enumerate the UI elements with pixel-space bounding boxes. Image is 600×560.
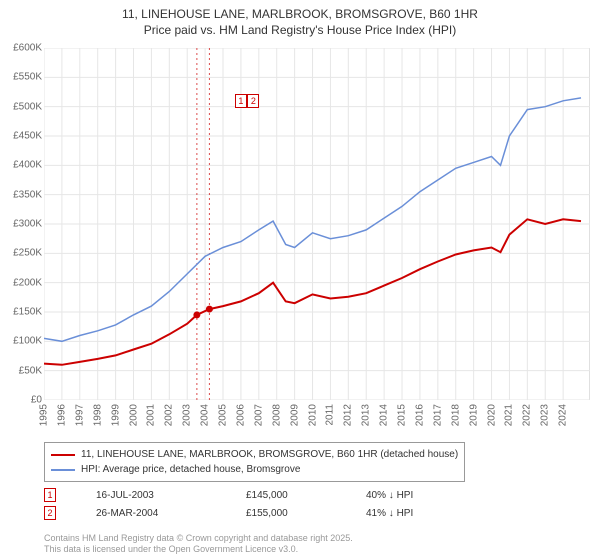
sale-diff: 40% ↓ HPI (366, 490, 466, 501)
legend-swatch (51, 469, 75, 471)
x-tick-label: 2012 (343, 404, 354, 426)
x-tick-label: 1996 (56, 404, 67, 426)
x-tick-label: 2011 (325, 404, 336, 426)
y-tick-label: £250K (13, 248, 42, 259)
x-tick-label: 2006 (235, 404, 246, 426)
sales-table: 1 16-JUL-2003 £145,000 40% ↓ HPI 2 26-MAR-200… (44, 488, 590, 524)
x-tick-label: 2008 (271, 404, 282, 426)
sale-row: 2 26-MAR-2004 £155,000 41% ↓ HPI (44, 506, 590, 520)
y-tick-label: £200K (13, 277, 42, 288)
x-tick-label: 2003 (182, 404, 193, 426)
y-tick-label: £400K (13, 160, 42, 171)
sale-date: 16-JUL-2003 (96, 490, 206, 501)
title-line-1: 11, LINEHOUSE LANE, MARLBROOK, BROMSGROV… (10, 6, 590, 22)
y-tick-label: £50K (19, 365, 42, 376)
x-tick-label: 2023 (540, 404, 551, 426)
x-tick-label: 1997 (74, 404, 85, 426)
x-tick-label: 2000 (128, 404, 139, 426)
sale-price: £145,000 (246, 490, 326, 501)
x-tick-label: 2005 (218, 404, 229, 426)
title-line-2: Price paid vs. HM Land Registry's House … (10, 22, 590, 38)
x-tick-label: 2010 (307, 404, 318, 426)
legend-item: 11, LINEHOUSE LANE, MARLBROOK, BROMSGROV… (51, 447, 458, 462)
attribution: Contains HM Land Registry data © Crown c… (44, 533, 353, 556)
sale-price: £155,000 (246, 508, 326, 519)
x-tick-label: 1995 (39, 404, 50, 426)
attribution-line-2: This data is licensed under the Open Gov… (44, 544, 353, 556)
x-tick-label: 2007 (253, 404, 264, 426)
x-tick-label: 2022 (522, 404, 533, 426)
x-tick-label: 2013 (361, 404, 372, 426)
x-tick-label: 2009 (289, 404, 300, 426)
sale-row: 1 16-JUL-2003 £145,000 40% ↓ HPI (44, 488, 590, 502)
legend: 11, LINEHOUSE LANE, MARLBROOK, BROMSGROV… (44, 442, 465, 482)
x-tick-label: 2015 (397, 404, 408, 426)
x-tick-label: 2014 (379, 404, 390, 426)
legend-swatch (51, 454, 75, 456)
y-tick-label: £100K (13, 336, 42, 347)
x-tick-label: 2002 (164, 404, 175, 426)
legend-label: HPI: Average price, detached house, Brom… (81, 462, 300, 477)
y-tick-label: £300K (13, 219, 42, 230)
y-tick-label: £600K (13, 43, 42, 54)
x-tick-label: 2018 (450, 404, 461, 426)
legend-item: HPI: Average price, detached house, Brom… (51, 462, 458, 477)
x-tick-label: 2019 (468, 404, 479, 426)
y-tick-label: £450K (13, 131, 42, 142)
plot-area: 12 (44, 48, 590, 400)
y-tick-label: £350K (13, 189, 42, 200)
legend-label: 11, LINEHOUSE LANE, MARLBROOK, BROMSGROV… (81, 447, 458, 462)
x-tick-label: 2020 (486, 404, 497, 426)
sale-number-box: 2 (44, 506, 56, 520)
sale-number-box: 1 (44, 488, 56, 502)
y-tick-label: £150K (13, 307, 42, 318)
x-tick-label: 2004 (200, 404, 211, 426)
x-tick-label: 2016 (414, 404, 425, 426)
plot-svg (44, 48, 590, 400)
chart-container: 11, LINEHOUSE LANE, MARLBROOK, BROMSGROV… (0, 0, 600, 560)
attribution-line-1: Contains HM Land Registry data © Crown c… (44, 533, 353, 545)
chart-title: 11, LINEHOUSE LANE, MARLBROOK, BROMSGROV… (0, 0, 600, 40)
x-tick-label: 2017 (432, 404, 443, 426)
x-tick-label: 2024 (558, 404, 569, 426)
x-axis: 1995199619971998199920002001200220032004… (44, 400, 590, 440)
x-tick-label: 1999 (110, 404, 121, 426)
y-axis: £0£50K£100K£150K£200K£250K£300K£350K£400… (0, 48, 44, 400)
x-tick-label: 2021 (504, 404, 515, 426)
sale-date: 26-MAR-2004 (96, 508, 206, 519)
x-tick-label: 2001 (146, 404, 157, 426)
y-tick-label: £500K (13, 101, 42, 112)
y-tick-label: £550K (13, 72, 42, 83)
x-tick-label: 1998 (92, 404, 103, 426)
sale-diff: 41% ↓ HPI (366, 508, 466, 519)
